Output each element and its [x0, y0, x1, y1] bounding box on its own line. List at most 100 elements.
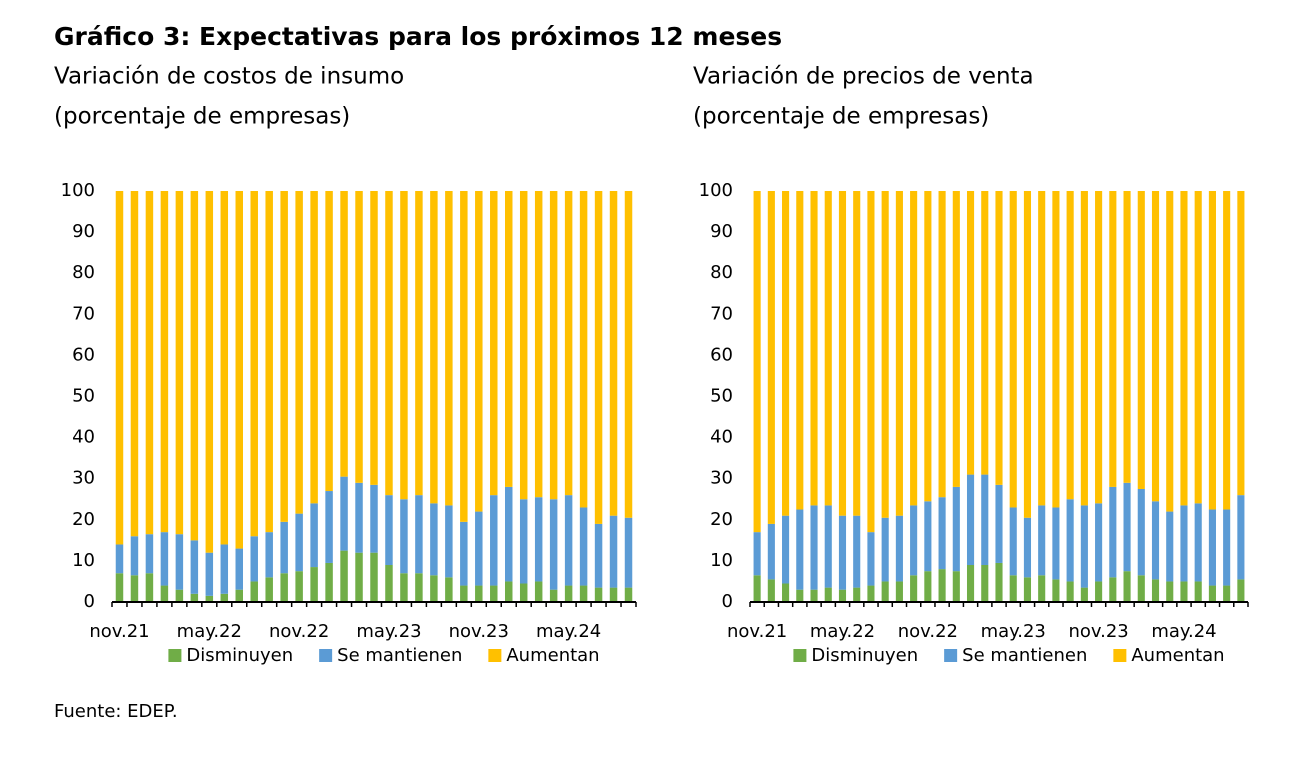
bar-segment: [853, 191, 861, 516]
bar-segment: [1052, 507, 1060, 580]
bar-segment: [430, 575, 438, 602]
bar-segment: [340, 550, 348, 602]
bar-segment: [519, 583, 528, 602]
bar-segment: [1208, 585, 1216, 602]
bar-segment: [505, 191, 513, 487]
bar-segment: [981, 191, 989, 475]
bar-segment: [460, 521, 468, 586]
bar-segment: [490, 585, 498, 602]
bar-segment: [796, 589, 804, 602]
y-tick-label: 50: [710, 386, 733, 407]
bar-segment: [295, 191, 303, 514]
bar-segment: [938, 191, 946, 498]
main-title: Gráfico 3: Expectativas para los próximo…: [54, 22, 782, 51]
bar-segment: [1095, 503, 1103, 582]
bar-segment: [753, 532, 761, 576]
bar-segment: [265, 191, 273, 533]
bar-segment: [966, 191, 975, 475]
bar-segment: [753, 191, 761, 533]
bar-segment: [796, 191, 804, 510]
bar-segment: [924, 501, 932, 572]
bar-segment: [782, 583, 790, 602]
bar-segment: [175, 191, 184, 535]
bar-segment: [385, 495, 393, 566]
bar-segment: [1166, 581, 1174, 602]
bar-segment: [280, 191, 288, 522]
legend-label: Disminuyen: [186, 645, 293, 666]
bar-segment: [867, 585, 875, 602]
bar-segment: [1066, 191, 1074, 500]
bar-segment: [881, 191, 889, 518]
bar-segment: [175, 534, 184, 590]
bar-segment: [1080, 191, 1088, 506]
bar-segment: [370, 191, 378, 485]
bar-segment: [549, 499, 558, 590]
bar-segment: [1009, 575, 1017, 602]
legend-swatch: [168, 649, 182, 662]
x-tick-label: nov.21: [89, 621, 149, 642]
chart-title: Variación de costos de insumo: [54, 64, 404, 90]
bar-segment: [981, 565, 989, 602]
bar-segment: [895, 581, 903, 602]
bar-segment: [325, 562, 333, 602]
bar-segment: [1109, 577, 1117, 602]
bar-segment: [430, 503, 438, 576]
bar-segment: [1038, 191, 1046, 506]
bar-segment: [564, 585, 573, 602]
bar-segment: [415, 191, 423, 496]
x-tick-label: may.24: [536, 621, 601, 642]
y-tick-label: 70: [72, 303, 95, 324]
bar-segment: [235, 548, 243, 590]
bar-segment: [881, 581, 889, 602]
bar-segment: [534, 497, 543, 582]
bar-segment: [115, 573, 124, 602]
bar-segment: [370, 484, 378, 553]
y-tick-label: 80: [710, 262, 733, 283]
x-tick-label: may.24: [1151, 621, 1216, 642]
bar-segment: [867, 532, 875, 586]
legend-label: Aumentan: [1131, 645, 1224, 666]
bar-segment: [824, 191, 832, 506]
bar-segment: [1095, 191, 1103, 504]
bar-segment: [175, 589, 184, 602]
bar-segment: [1237, 495, 1245, 580]
bar-segment: [767, 191, 775, 524]
x-tick-label: nov.21: [727, 621, 787, 642]
bar-segment: [490, 495, 498, 586]
bar-segment: [1023, 517, 1032, 578]
bar-segment: [609, 587, 618, 602]
x-tick-label: may.23: [981, 621, 1046, 642]
bar-segment: [415, 573, 423, 602]
y-tick-label: 30: [72, 468, 95, 489]
x-tick-label: nov.22: [269, 621, 329, 642]
bar-segment: [445, 505, 453, 578]
bar-segment: [1151, 191, 1160, 502]
bar-segment: [1052, 191, 1060, 508]
bar-segment: [1095, 581, 1103, 602]
y-tick-label: 0: [722, 591, 733, 612]
bar-segment: [952, 191, 960, 487]
bar-segment: [534, 191, 543, 498]
bar-segment: [910, 505, 918, 576]
bar-segment: [810, 191, 818, 506]
bar-segment: [796, 509, 804, 590]
bar-segment: [160, 532, 169, 586]
bar-segment: [838, 191, 847, 516]
bar-segment: [594, 523, 603, 588]
bar-segment: [624, 587, 633, 602]
bar-segment: [445, 577, 453, 602]
bar-segment: [1080, 505, 1088, 588]
bar-segment: [325, 191, 333, 492]
y-tick-label: 90: [710, 221, 733, 242]
bar-segment: [966, 565, 975, 602]
bar-segment: [564, 495, 573, 586]
bar-segment: [385, 191, 393, 496]
bar-segment: [145, 191, 154, 535]
bar-segment: [1137, 575, 1145, 602]
bar-segment: [824, 587, 832, 602]
bar-segment: [250, 191, 258, 537]
bar-segment: [310, 567, 318, 602]
bar-segment: [1123, 571, 1131, 602]
bar-segment: [1109, 191, 1117, 487]
